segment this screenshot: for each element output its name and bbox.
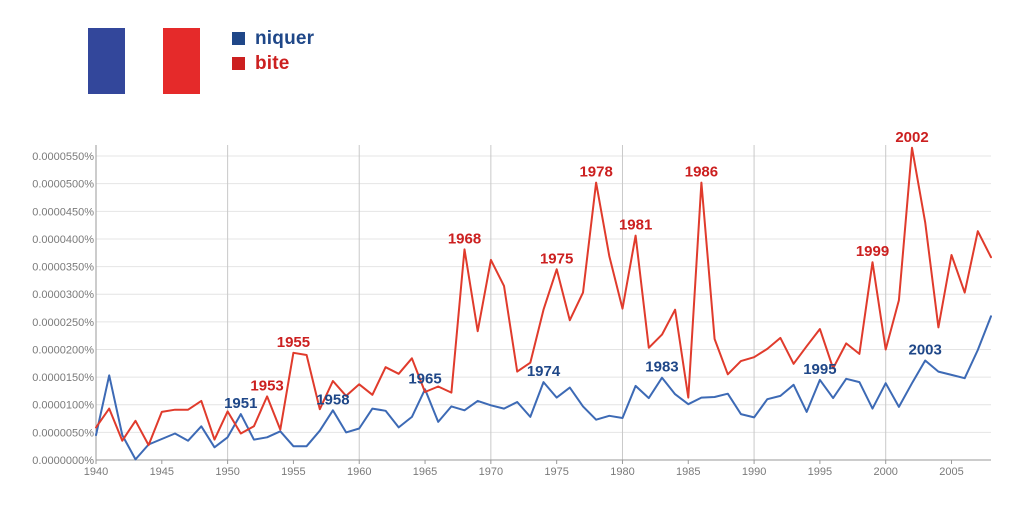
legend-label-bite: bite	[255, 52, 290, 74]
x-tick-label: 1945	[150, 466, 174, 478]
y-tick-label: 0.0000500%	[32, 179, 94, 191]
y-tick-label: 0.0000550%	[32, 151, 94, 163]
y-tick-label: 0.0000400%	[32, 234, 94, 246]
y-tick-label: 0.0000050%	[32, 427, 94, 439]
x-tick-label: 1985	[676, 466, 700, 478]
series-line-niquer	[95, 315, 992, 461]
chart-annotations: 1951 1958 1965 1974 1983 1995 2003 1953 1955 1968…	[224, 129, 942, 412]
flag-white-band	[125, 28, 162, 94]
annotation-bite-1981: 1981	[619, 217, 652, 234]
legend-swatch-niquer	[232, 32, 245, 45]
y-tick-label: 0.0000450%	[32, 206, 94, 218]
y-tick-label: 0.0000200%	[32, 344, 94, 356]
annotation-niquer-1983: 1983	[645, 359, 678, 376]
y-tick-label: 0.0000000%	[32, 455, 94, 467]
annotation-bite-1955: 1955	[277, 334, 310, 351]
annotation-bite-2002: 2002	[895, 129, 928, 146]
chart-series	[95, 146, 992, 461]
x-tick-label: 1960	[347, 466, 371, 478]
y-tick-label: 0.0000350%	[32, 262, 94, 274]
x-tick-label: 1990	[742, 466, 766, 478]
annotation-bite-1978: 1978	[579, 164, 612, 181]
chart-axes: 0.0000000% 0.0000050% 0.0000100% 0.0000150%…	[32, 145, 991, 478]
annotation-niquer-1958: 1958	[316, 391, 349, 408]
annotation-niquer-1995: 1995	[803, 361, 836, 378]
legend-item-bite: bite	[232, 51, 314, 76]
legend-swatch-bite	[232, 57, 245, 70]
x-tick-label: 1950	[215, 466, 239, 478]
annotation-bite-1986: 1986	[685, 164, 718, 181]
flag-red-band	[163, 28, 200, 94]
annotation-bite-1953: 1953	[250, 377, 283, 394]
x-tick-label: 1975	[544, 466, 568, 478]
y-tick-label: 0.0000100%	[32, 400, 94, 412]
series-line-bite	[95, 146, 992, 447]
x-tick-label: 1940	[84, 466, 108, 478]
y-tick-label: 0.0000150%	[32, 372, 94, 384]
annotation-niquer-1965: 1965	[408, 370, 441, 387]
x-tick-label: 1970	[479, 466, 503, 478]
annotation-bite-1975: 1975	[540, 250, 573, 267]
x-tick-label: 2000	[873, 466, 897, 478]
legend: niquer bite	[232, 26, 314, 76]
flag-blue-band	[88, 28, 125, 94]
legend-label-niquer: niquer	[255, 27, 315, 49]
chart-grid	[96, 145, 991, 461]
y-tick-label: 0.0000250%	[32, 317, 94, 329]
french-flag	[88, 28, 200, 94]
annotation-niquer-1974: 1974	[527, 363, 561, 380]
x-tick-label: 1955	[281, 466, 305, 478]
x-tick-label: 2005	[939, 466, 963, 478]
annotation-bite-1968: 1968	[448, 230, 481, 247]
legend-item-niquer: niquer	[232, 26, 314, 51]
x-tick-label: 1965	[413, 466, 437, 478]
x-tick-label: 1995	[808, 466, 832, 478]
annotation-bite-1999: 1999	[856, 243, 889, 260]
x-tick-label: 1980	[610, 466, 634, 478]
annotation-niquer-2003: 2003	[909, 342, 942, 359]
y-tick-label: 0.0000300%	[32, 289, 94, 301]
annotation-niquer-1951: 1951	[224, 395, 257, 412]
